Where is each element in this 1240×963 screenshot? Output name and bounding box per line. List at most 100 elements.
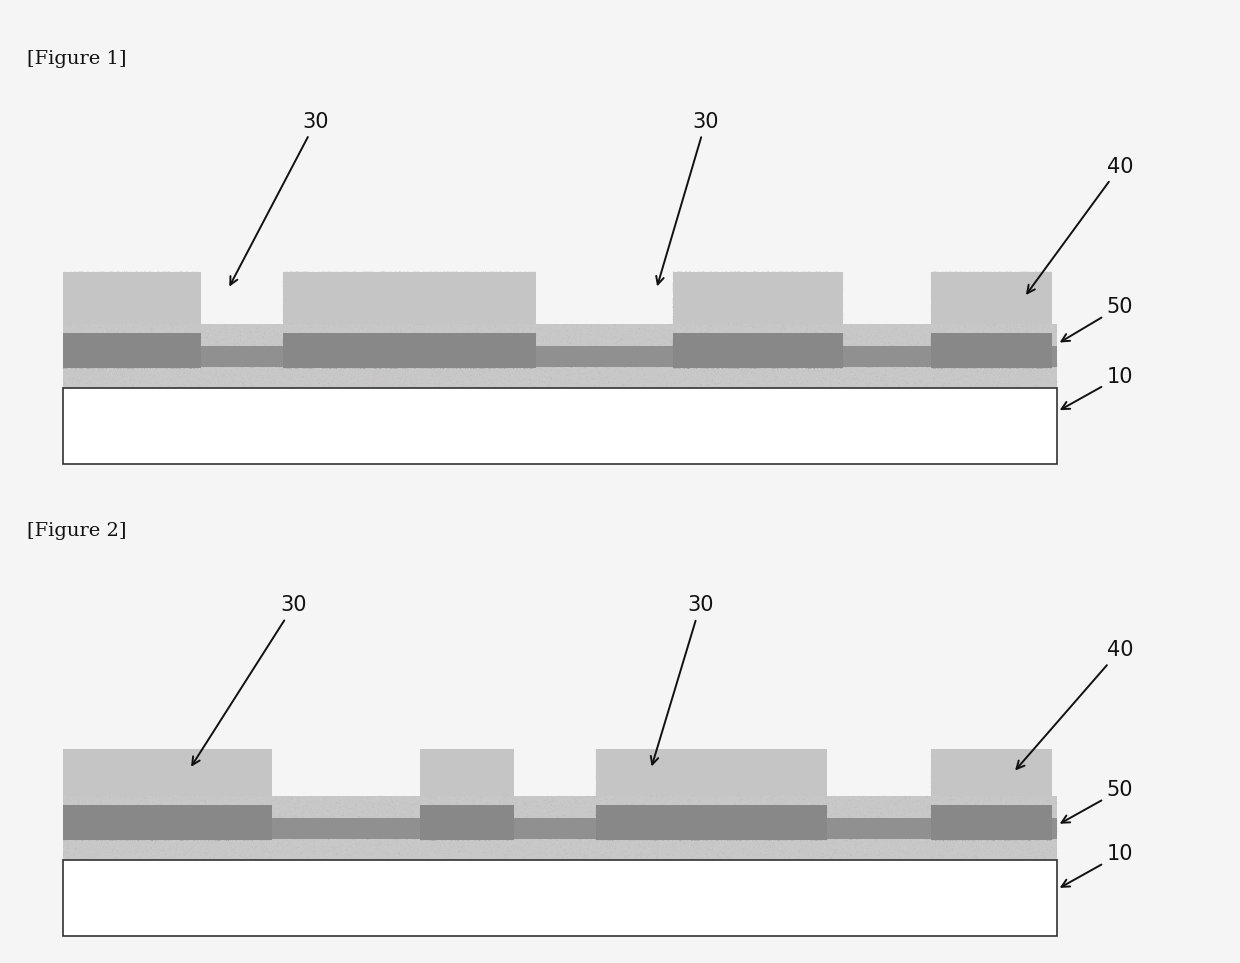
Point xyxy=(210,825,229,841)
Point xyxy=(531,341,551,356)
Point xyxy=(150,315,170,330)
Point xyxy=(650,761,670,776)
Point xyxy=(436,783,456,798)
Point xyxy=(676,295,696,310)
Point xyxy=(746,336,766,351)
Point xyxy=(274,312,294,327)
Point xyxy=(277,336,296,351)
Point xyxy=(71,799,91,815)
Point xyxy=(105,742,125,758)
Point xyxy=(952,307,972,323)
Point xyxy=(449,301,469,317)
Point xyxy=(521,315,541,330)
Point xyxy=(87,777,107,793)
Point xyxy=(382,335,402,351)
Point xyxy=(973,356,993,372)
Point xyxy=(692,821,712,837)
Point xyxy=(342,355,362,371)
Point xyxy=(341,294,361,309)
Point xyxy=(698,340,718,355)
Point xyxy=(376,809,396,824)
Point xyxy=(867,812,887,827)
Point xyxy=(460,287,480,302)
Point xyxy=(55,824,74,840)
Point xyxy=(475,768,495,784)
Point xyxy=(118,835,138,850)
Point xyxy=(56,290,76,305)
Point xyxy=(222,817,242,832)
Point xyxy=(237,768,257,783)
Point xyxy=(73,310,93,325)
Point xyxy=(779,359,799,375)
Point xyxy=(443,312,463,327)
Point xyxy=(681,314,701,329)
Point xyxy=(941,825,961,841)
Point xyxy=(924,788,944,803)
Point xyxy=(1012,313,1032,328)
Point xyxy=(490,273,510,288)
Point xyxy=(935,772,955,788)
Point xyxy=(391,325,410,341)
Point xyxy=(620,747,640,763)
Point xyxy=(95,337,115,352)
Point xyxy=(505,280,525,296)
Point xyxy=(417,831,436,846)
Point xyxy=(172,343,192,358)
Point xyxy=(937,818,957,833)
Point xyxy=(115,816,135,831)
Point xyxy=(613,751,632,767)
Point xyxy=(800,804,820,820)
Point xyxy=(946,310,966,325)
Point xyxy=(273,339,293,354)
Point xyxy=(299,269,319,284)
Point xyxy=(84,823,104,839)
Point xyxy=(306,337,326,352)
Point xyxy=(484,297,503,312)
Point xyxy=(103,276,123,292)
Point xyxy=(1014,816,1034,831)
Point xyxy=(252,774,272,790)
Point xyxy=(996,773,1016,789)
Point xyxy=(1021,807,1040,822)
Point xyxy=(722,335,742,351)
Point xyxy=(446,813,466,828)
Point xyxy=(1030,832,1050,847)
Point xyxy=(184,340,203,355)
Point xyxy=(756,755,776,770)
Point xyxy=(770,803,790,819)
Point xyxy=(334,356,353,372)
Point xyxy=(187,752,207,768)
Point xyxy=(203,817,223,832)
Point xyxy=(105,289,125,304)
Point xyxy=(753,745,773,761)
Point xyxy=(697,783,717,798)
Point xyxy=(53,767,73,782)
Point xyxy=(689,755,709,770)
Point xyxy=(451,784,471,799)
Point xyxy=(202,830,222,846)
Point xyxy=(489,355,508,371)
Point xyxy=(105,756,125,771)
Point xyxy=(210,323,229,338)
Point xyxy=(146,349,166,364)
Point xyxy=(718,813,738,828)
Point xyxy=(584,340,604,355)
Point xyxy=(438,370,458,385)
Point xyxy=(461,773,481,789)
Point xyxy=(764,813,784,828)
Point xyxy=(472,788,492,803)
Point xyxy=(587,783,606,798)
Point xyxy=(934,294,954,309)
Point xyxy=(977,829,997,845)
Point xyxy=(177,819,197,834)
Point xyxy=(113,327,133,343)
Point xyxy=(1019,265,1039,280)
Point xyxy=(978,757,998,772)
Point xyxy=(636,822,656,838)
Point xyxy=(466,272,486,287)
Point xyxy=(198,801,218,817)
Point xyxy=(864,320,884,335)
Point xyxy=(148,816,167,831)
Point xyxy=(1029,827,1049,843)
Point xyxy=(1029,754,1049,769)
